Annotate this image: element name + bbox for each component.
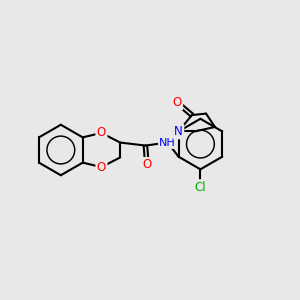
Text: O: O (172, 96, 182, 109)
Text: NH: NH (159, 138, 176, 148)
Text: O: O (97, 126, 106, 140)
Text: O: O (142, 158, 152, 171)
Text: Cl: Cl (195, 181, 206, 194)
Text: O: O (97, 160, 106, 174)
Text: N: N (174, 125, 183, 138)
